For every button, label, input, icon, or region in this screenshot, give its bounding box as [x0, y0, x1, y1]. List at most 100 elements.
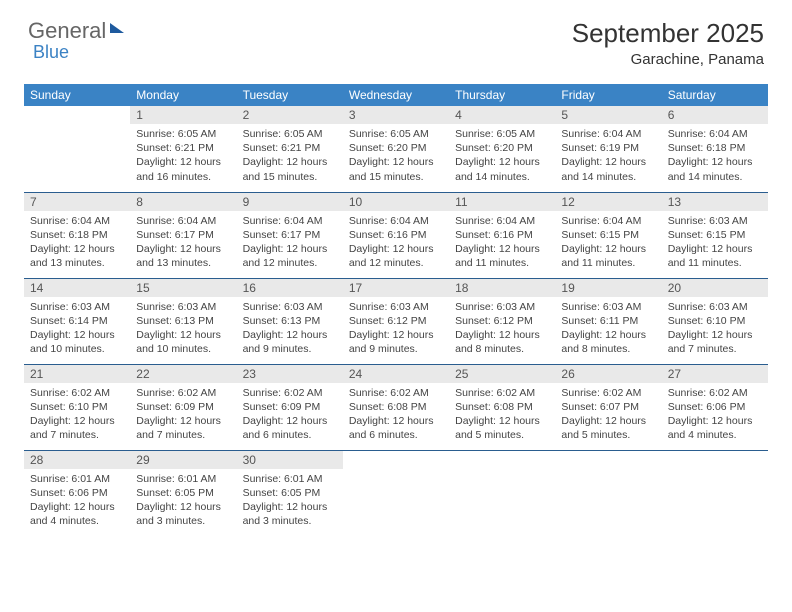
calendar-day: 20Sunrise: 6:03 AMSunset: 6:10 PMDayligh… [662, 278, 768, 364]
calendar-day: 2Sunrise: 6:05 AMSunset: 6:21 PMDaylight… [237, 106, 343, 192]
weekday-header: Tuesday [237, 84, 343, 106]
day-number: 7 [24, 193, 130, 211]
calendar-day: 21Sunrise: 6:02 AMSunset: 6:10 PMDayligh… [24, 364, 130, 450]
day-details: Sunrise: 6:04 AMSunset: 6:19 PMDaylight:… [555, 124, 661, 188]
day-number: 9 [237, 193, 343, 211]
calendar-empty [555, 450, 661, 536]
calendar-day: 22Sunrise: 6:02 AMSunset: 6:09 PMDayligh… [130, 364, 236, 450]
calendar-head: SundayMondayTuesdayWednesdayThursdayFrid… [24, 84, 768, 106]
weekday-header: Wednesday [343, 84, 449, 106]
calendar-day: 17Sunrise: 6:03 AMSunset: 6:12 PMDayligh… [343, 278, 449, 364]
calendar-day: 13Sunrise: 6:03 AMSunset: 6:15 PMDayligh… [662, 192, 768, 278]
day-details: Sunrise: 6:02 AMSunset: 6:07 PMDaylight:… [555, 383, 661, 447]
calendar-day: 26Sunrise: 6:02 AMSunset: 6:07 PMDayligh… [555, 364, 661, 450]
day-number: 20 [662, 279, 768, 297]
calendar-empty [343, 450, 449, 536]
day-number: 1 [130, 106, 236, 124]
calendar-empty [24, 106, 130, 192]
day-number: 21 [24, 365, 130, 383]
calendar-day: 3Sunrise: 6:05 AMSunset: 6:20 PMDaylight… [343, 106, 449, 192]
day-details: Sunrise: 6:03 AMSunset: 6:12 PMDaylight:… [449, 297, 555, 361]
day-number: 17 [343, 279, 449, 297]
day-number: 4 [449, 106, 555, 124]
day-number: 12 [555, 193, 661, 211]
calendar-day: 4Sunrise: 6:05 AMSunset: 6:20 PMDaylight… [449, 106, 555, 192]
day-number: 8 [130, 193, 236, 211]
day-details: Sunrise: 6:03 AMSunset: 6:13 PMDaylight:… [237, 297, 343, 361]
day-details: Sunrise: 6:02 AMSunset: 6:06 PMDaylight:… [662, 383, 768, 447]
day-number: 2 [237, 106, 343, 124]
day-number: 15 [130, 279, 236, 297]
calendar-day: 29Sunrise: 6:01 AMSunset: 6:05 PMDayligh… [130, 450, 236, 536]
weekday-header: Thursday [449, 84, 555, 106]
calendar-day: 18Sunrise: 6:03 AMSunset: 6:12 PMDayligh… [449, 278, 555, 364]
calendar-day: 12Sunrise: 6:04 AMSunset: 6:15 PMDayligh… [555, 192, 661, 278]
day-details: Sunrise: 6:03 AMSunset: 6:13 PMDaylight:… [130, 297, 236, 361]
day-details: Sunrise: 6:01 AMSunset: 6:05 PMDaylight:… [130, 469, 236, 533]
calendar-day: 10Sunrise: 6:04 AMSunset: 6:16 PMDayligh… [343, 192, 449, 278]
day-details: Sunrise: 6:02 AMSunset: 6:08 PMDaylight:… [343, 383, 449, 447]
calendar-empty [449, 450, 555, 536]
day-details: Sunrise: 6:05 AMSunset: 6:21 PMDaylight:… [237, 124, 343, 188]
day-number: 14 [24, 279, 130, 297]
calendar-body: 1Sunrise: 6:05 AMSunset: 6:21 PMDaylight… [24, 106, 768, 536]
title-block: September 2025 Garachine, Panama [572, 18, 764, 68]
day-details: Sunrise: 6:02 AMSunset: 6:10 PMDaylight:… [24, 383, 130, 447]
day-details: Sunrise: 6:02 AMSunset: 6:09 PMDaylight:… [130, 383, 236, 447]
day-details: Sunrise: 6:01 AMSunset: 6:05 PMDaylight:… [237, 469, 343, 533]
day-number: 16 [237, 279, 343, 297]
day-details: Sunrise: 6:05 AMSunset: 6:20 PMDaylight:… [449, 124, 555, 188]
calendar-day: 30Sunrise: 6:01 AMSunset: 6:05 PMDayligh… [237, 450, 343, 536]
day-details: Sunrise: 6:03 AMSunset: 6:11 PMDaylight:… [555, 297, 661, 361]
calendar-day: 14Sunrise: 6:03 AMSunset: 6:14 PMDayligh… [24, 278, 130, 364]
day-details: Sunrise: 6:02 AMSunset: 6:08 PMDaylight:… [449, 383, 555, 447]
day-number: 5 [555, 106, 661, 124]
calendar-day: 6Sunrise: 6:04 AMSunset: 6:18 PMDaylight… [662, 106, 768, 192]
day-number: 22 [130, 365, 236, 383]
calendar-day: 8Sunrise: 6:04 AMSunset: 6:17 PMDaylight… [130, 192, 236, 278]
day-number: 18 [449, 279, 555, 297]
day-number: 24 [343, 365, 449, 383]
day-number: 26 [555, 365, 661, 383]
day-details: Sunrise: 6:03 AMSunset: 6:12 PMDaylight:… [343, 297, 449, 361]
calendar-day: 15Sunrise: 6:03 AMSunset: 6:13 PMDayligh… [130, 278, 236, 364]
logo-text-general: General [28, 18, 106, 44]
day-number: 6 [662, 106, 768, 124]
day-number: 25 [449, 365, 555, 383]
logo: General [28, 18, 126, 44]
day-number: 19 [555, 279, 661, 297]
calendar-day: 5Sunrise: 6:04 AMSunset: 6:19 PMDaylight… [555, 106, 661, 192]
day-number: 11 [449, 193, 555, 211]
day-details: Sunrise: 6:04 AMSunset: 6:17 PMDaylight:… [130, 211, 236, 275]
day-details: Sunrise: 6:05 AMSunset: 6:20 PMDaylight:… [343, 124, 449, 188]
day-details: Sunrise: 6:04 AMSunset: 6:15 PMDaylight:… [555, 211, 661, 275]
day-details: Sunrise: 6:02 AMSunset: 6:09 PMDaylight:… [237, 383, 343, 447]
weekday-header: Friday [555, 84, 661, 106]
day-details: Sunrise: 6:04 AMSunset: 6:17 PMDaylight:… [237, 211, 343, 275]
day-details: Sunrise: 6:01 AMSunset: 6:06 PMDaylight:… [24, 469, 130, 533]
calendar-day: 23Sunrise: 6:02 AMSunset: 6:09 PMDayligh… [237, 364, 343, 450]
day-details: Sunrise: 6:04 AMSunset: 6:18 PMDaylight:… [24, 211, 130, 275]
calendar-day: 19Sunrise: 6:03 AMSunset: 6:11 PMDayligh… [555, 278, 661, 364]
day-number: 27 [662, 365, 768, 383]
day-number: 30 [237, 451, 343, 469]
calendar-day: 27Sunrise: 6:02 AMSunset: 6:06 PMDayligh… [662, 364, 768, 450]
day-details: Sunrise: 6:05 AMSunset: 6:21 PMDaylight:… [130, 124, 236, 188]
calendar-day: 24Sunrise: 6:02 AMSunset: 6:08 PMDayligh… [343, 364, 449, 450]
day-number: 28 [24, 451, 130, 469]
calendar-empty [662, 450, 768, 536]
day-details: Sunrise: 6:04 AMSunset: 6:18 PMDaylight:… [662, 124, 768, 188]
calendar-day: 16Sunrise: 6:03 AMSunset: 6:13 PMDayligh… [237, 278, 343, 364]
day-number: 29 [130, 451, 236, 469]
day-number: 10 [343, 193, 449, 211]
month-title: September 2025 [572, 18, 764, 49]
location-label: Garachine, Panama [572, 51, 764, 68]
day-details: Sunrise: 6:04 AMSunset: 6:16 PMDaylight:… [343, 211, 449, 275]
logo-text-blue: Blue [33, 42, 69, 63]
calendar-day: 25Sunrise: 6:02 AMSunset: 6:08 PMDayligh… [449, 364, 555, 450]
day-number: 23 [237, 365, 343, 383]
calendar-day: 11Sunrise: 6:04 AMSunset: 6:16 PMDayligh… [449, 192, 555, 278]
weekday-header: Saturday [662, 84, 768, 106]
logo-mark-icon [110, 23, 124, 33]
header: General September 2025 Garachine, Panama [0, 0, 792, 76]
